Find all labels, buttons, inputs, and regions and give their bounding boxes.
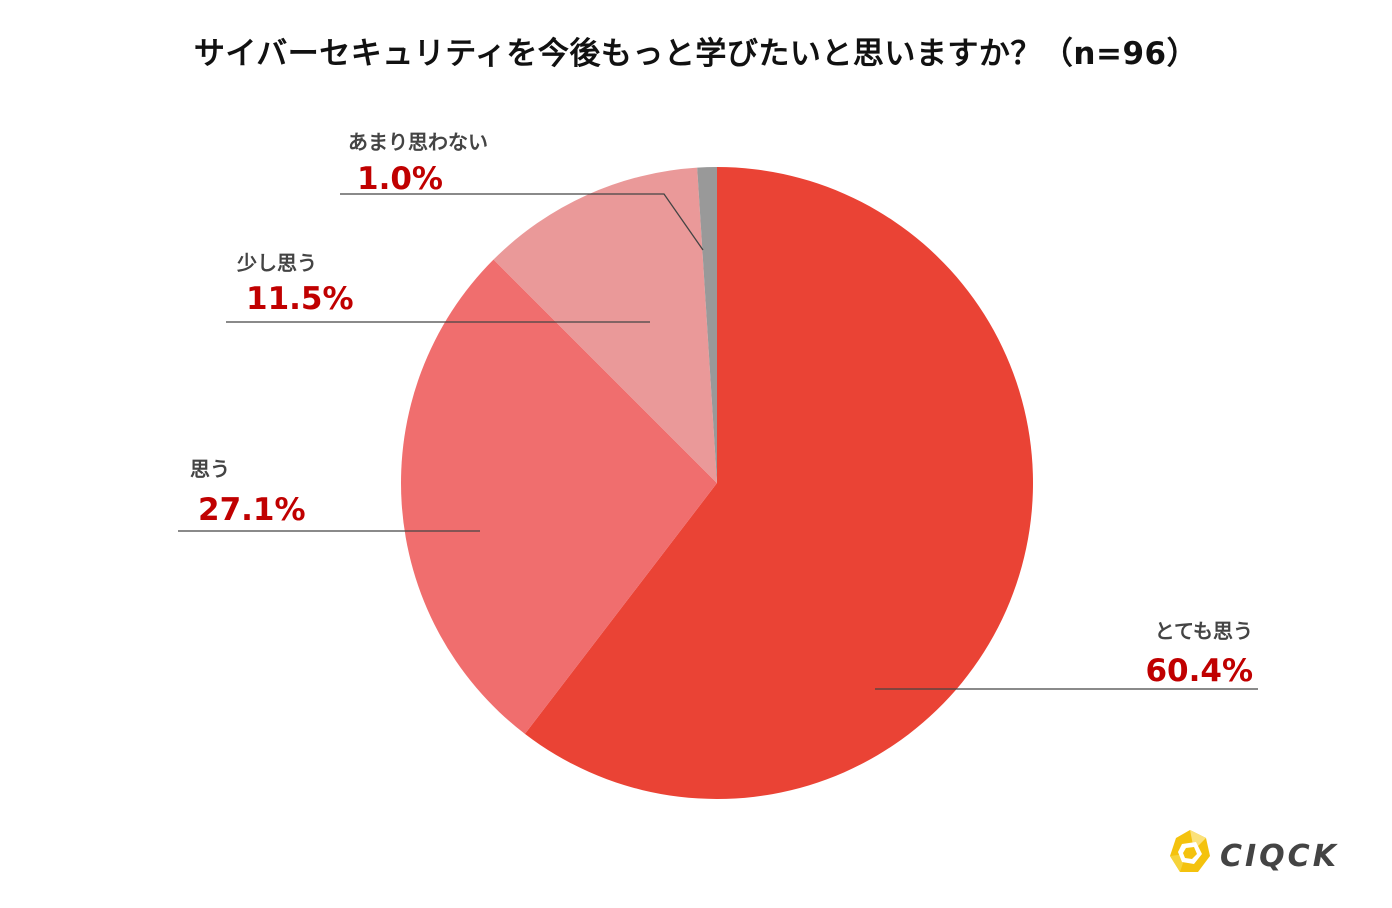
slice-labels: とても思う 60.4% 思う 27.1% 少し思う 11.5% あまり思わない 1.0% — [190, 130, 1253, 689]
pie-slice-0 — [524, 167, 1034, 800]
leader-line-3 — [340, 193, 704, 251]
slice-value-3: 1.0% — [357, 161, 443, 197]
slice-value-2: 11.5% — [246, 281, 354, 317]
pie-slice-3 — [697, 167, 717, 483]
pie-slice-1 — [401, 259, 717, 734]
slice-value-0: 60.4% — [1145, 653, 1253, 689]
pie-slices — [401, 167, 1034, 800]
pie-slice-2 — [493, 167, 717, 484]
slice-value-1: 27.1% — [198, 492, 306, 528]
slice-label-3: あまり思わない — [348, 130, 488, 154]
logo-text: CIQCK — [1220, 839, 1339, 874]
logo-mark-icon — [1170, 830, 1210, 872]
chart-title: サイバーセキュリティを今後もっと学びたいと思いますか？（n=96） — [193, 36, 1199, 72]
slice-label-2: 少し思う — [236, 251, 317, 275]
slice-label-0: とても思う — [1155, 619, 1253, 643]
logo: CIQCK — [1170, 830, 1339, 874]
leader-lines — [178, 193, 1258, 690]
slice-label-1: 思う — [190, 457, 230, 481]
